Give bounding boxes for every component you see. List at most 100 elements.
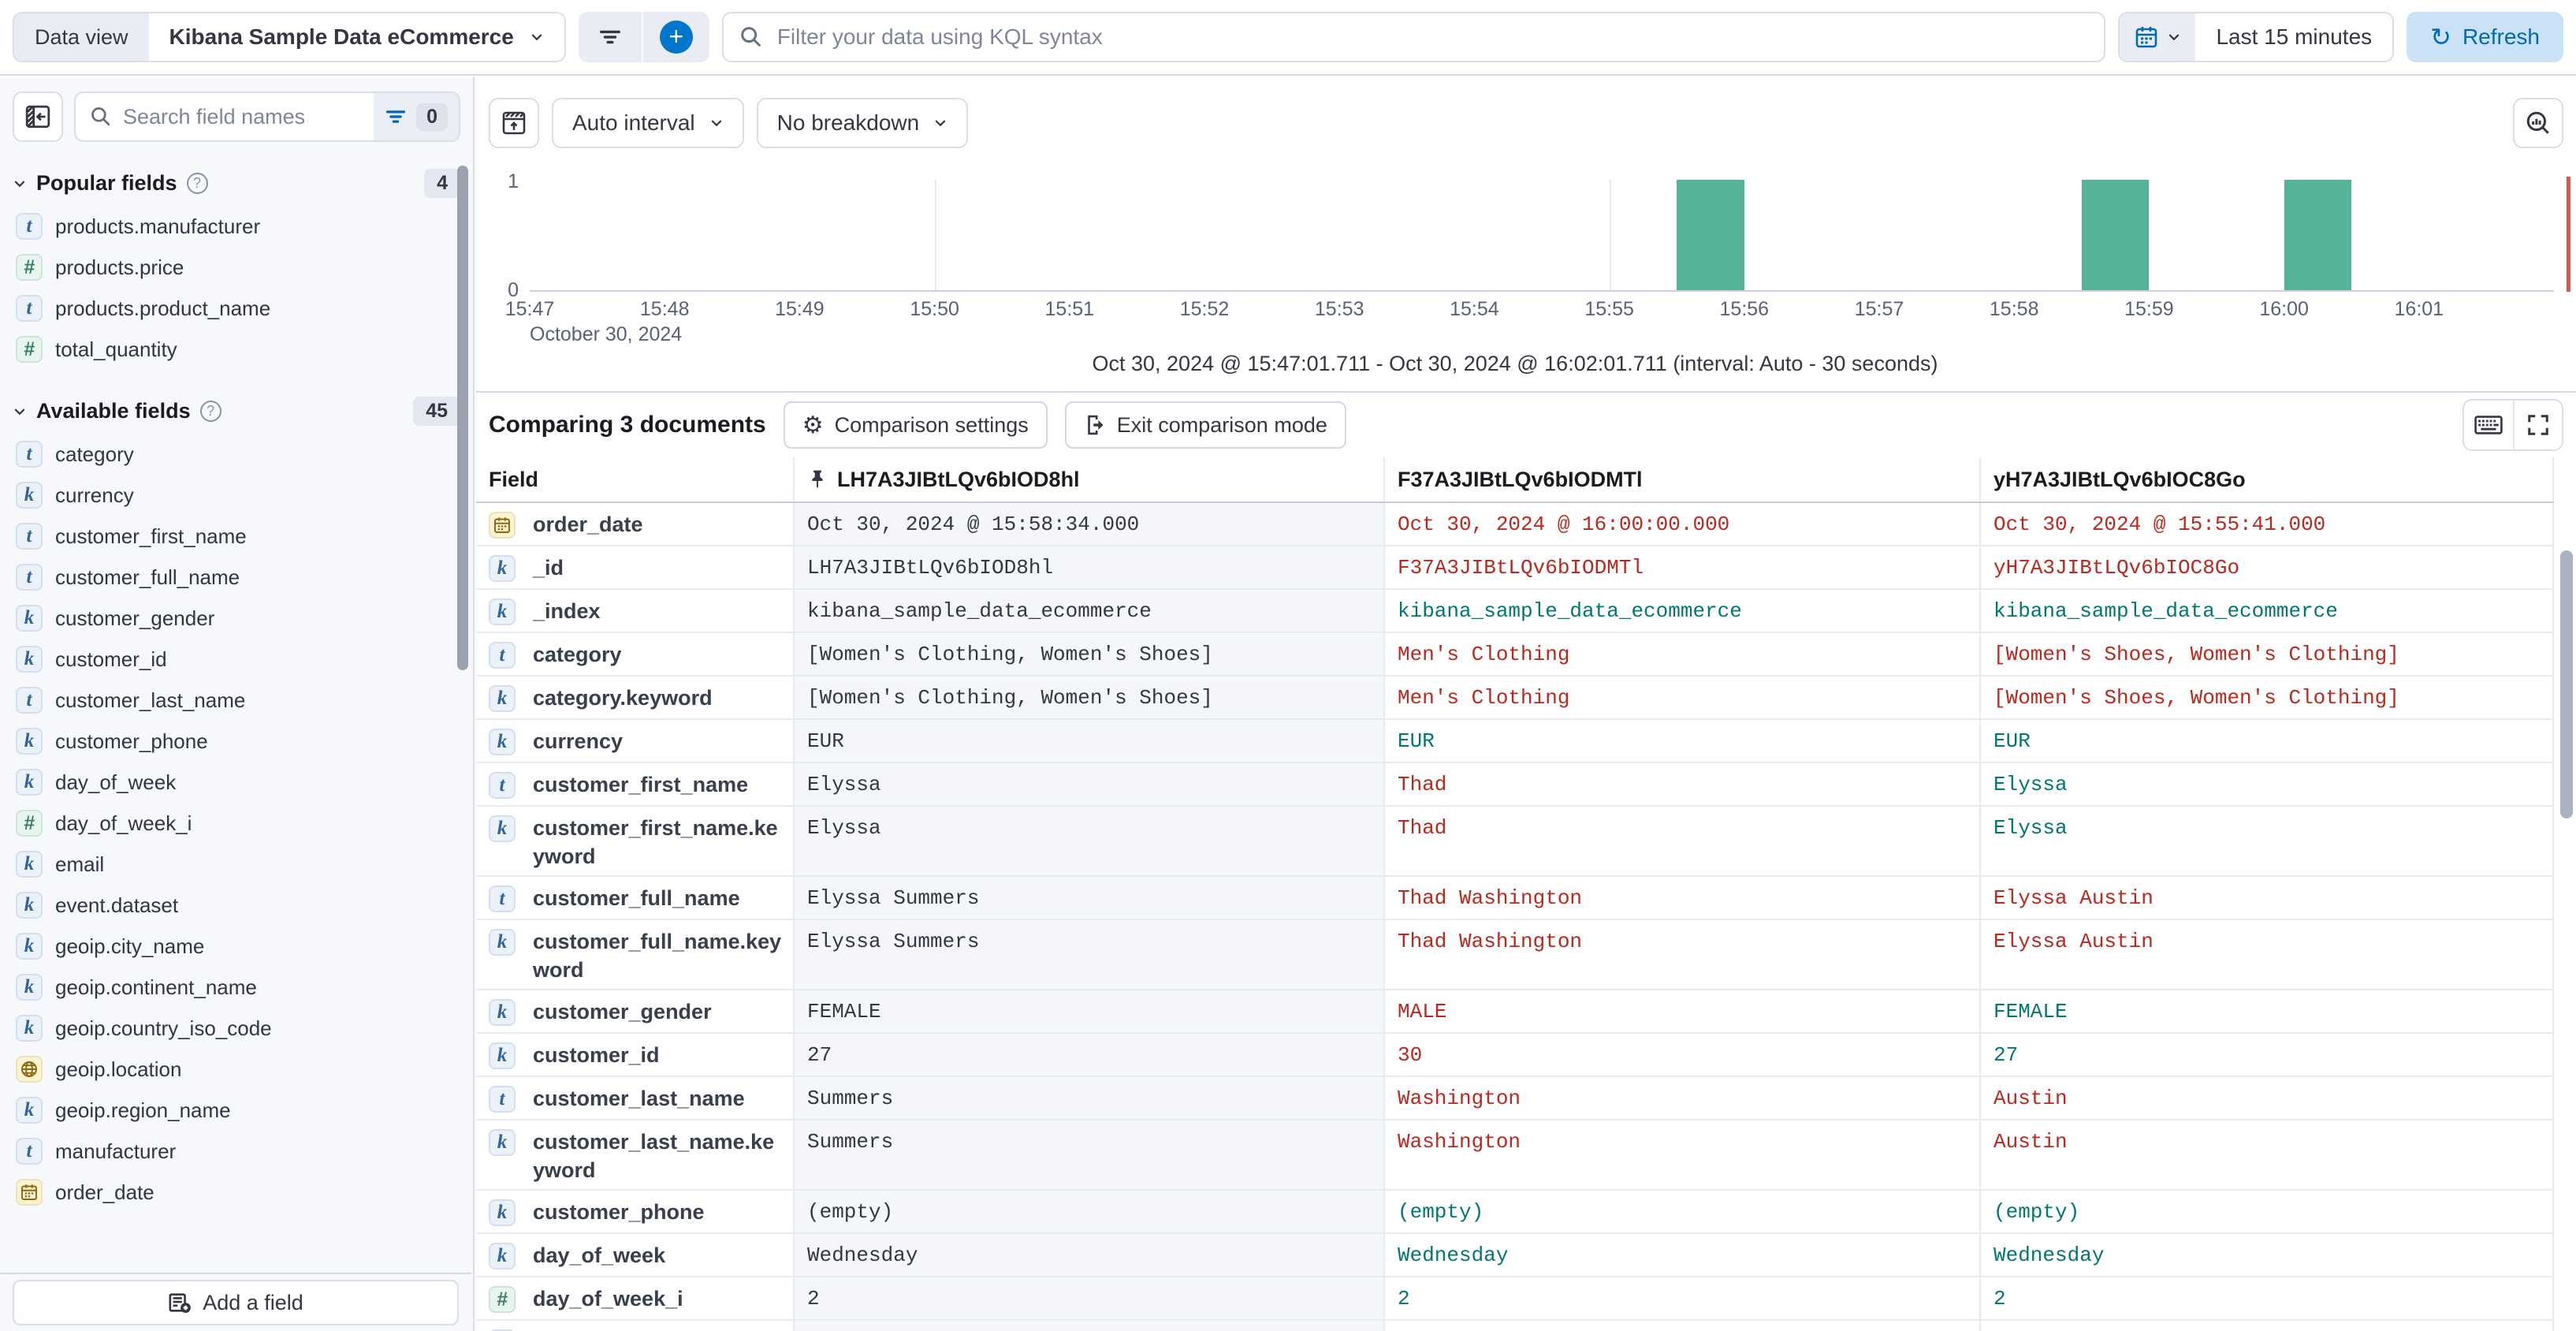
pinned-doc-value[interactable]: kibana_sample_data_ecommerce bbox=[793, 590, 1383, 632]
doc-3-value[interactable]: elyssa@austin-family.zzz bbox=[1979, 1321, 2554, 1331]
field-list-item[interactable]: k customer_gender bbox=[9, 598, 467, 639]
doc-2-value[interactable]: Oct 30, 2024 @ 16:00:00.000 bbox=[1383, 503, 1979, 545]
doc-3-value[interactable]: 27 bbox=[1979, 1034, 2554, 1076]
pinned-doc-value[interactable]: Elyssa Summers bbox=[793, 877, 1383, 919]
refresh-button[interactable]: ↻ Refresh bbox=[2407, 12, 2563, 62]
pinned-doc-value[interactable]: Summers bbox=[793, 1120, 1383, 1189]
field-list-item[interactable]: k geoip.region_name bbox=[9, 1090, 467, 1131]
data-view-picker[interactable]: Kibana Sample Data eCommerce bbox=[148, 13, 564, 61]
field-cell[interactable]: k customer_gender bbox=[476, 990, 793, 1032]
field-list-item[interactable]: t products.product_name bbox=[9, 288, 467, 329]
field-list-item[interactable]: k currency bbox=[9, 475, 467, 516]
doc-3-value[interactable]: FEMALE bbox=[1979, 990, 2554, 1032]
comparison-settings-button[interactable]: ⚙ Comparison settings bbox=[783, 401, 1048, 449]
field-cell[interactable]: k day_of_week bbox=[476, 1234, 793, 1276]
doc-3-value[interactable]: Elyssa Austin bbox=[1979, 920, 2554, 989]
field-cell[interactable]: t customer_first_name bbox=[476, 763, 793, 805]
pinned-doc-value[interactable]: Oct 30, 2024 @ 15:58:34.000 bbox=[793, 503, 1383, 545]
pinned-doc-value[interactable]: EUR bbox=[793, 720, 1383, 762]
doc-3-value[interactable]: Elyssa Austin bbox=[1979, 877, 2554, 919]
histogram-bar[interactable] bbox=[2284, 180, 2352, 290]
field-cell[interactable]: k customer_last_name.keyword bbox=[476, 1120, 793, 1189]
field-list-item[interactable]: k customer_id bbox=[9, 639, 467, 680]
field-cell[interactable]: t category bbox=[476, 633, 793, 675]
edit-visualization-button[interactable] bbox=[2513, 98, 2563, 148]
field-list-item[interactable]: k event.dataset bbox=[9, 885, 467, 926]
doc-2-value[interactable]: Thad Washington bbox=[1383, 920, 1979, 989]
doc-2-value[interactable]: Thad bbox=[1383, 763, 1979, 805]
pinned-doc-value[interactable]: Elyssa bbox=[793, 807, 1383, 875]
doc-2-value[interactable]: Washington bbox=[1383, 1077, 1979, 1119]
field-list-item[interactable]: t customer_first_name bbox=[9, 516, 467, 557]
histogram-bar[interactable] bbox=[2081, 180, 2150, 290]
doc-3-value[interactable]: Elyssa bbox=[1979, 807, 2554, 875]
pinned-doc-value[interactable]: FEMALE bbox=[793, 990, 1383, 1032]
pinned-doc-value[interactable]: 2 bbox=[793, 1277, 1383, 1319]
sidebar-scrollbar[interactable] bbox=[457, 166, 468, 670]
pinned-doc-value[interactable]: Wednesday bbox=[793, 1234, 1383, 1276]
fullscreen-button[interactable] bbox=[2513, 401, 2562, 449]
add-field-button[interactable]: Add a field bbox=[13, 1280, 459, 1325]
field-list-item[interactable]: k customer_phone bbox=[9, 721, 467, 762]
histogram-bar[interactable] bbox=[1677, 180, 1744, 290]
field-list-item[interactable]: t customer_last_name bbox=[9, 680, 467, 721]
available-fields-header[interactable]: Available fields ? 45 bbox=[13, 397, 460, 426]
doc-2-value[interactable]: Thad Washington bbox=[1383, 877, 1979, 919]
documents-histogram[interactable] bbox=[530, 177, 2570, 292]
pinned-doc-value[interactable]: Elyssa bbox=[793, 763, 1383, 805]
field-cell[interactable]: k category.keyword bbox=[476, 677, 793, 718]
doc-3-value[interactable]: (empty) bbox=[1979, 1191, 2554, 1232]
column-header-pinned-doc[interactable]: LH7A3JIBtLQv6bIOD8hl bbox=[793, 457, 1383, 501]
field-list-item[interactable]: k day_of_week bbox=[9, 762, 467, 803]
field-cell[interactable]: # day_of_week_i bbox=[476, 1277, 793, 1319]
keyboard-shortcuts-button[interactable] bbox=[2464, 401, 2513, 449]
doc-2-value[interactable]: MALE bbox=[1383, 990, 1979, 1032]
field-list-item[interactable]: k email bbox=[9, 844, 467, 885]
doc-3-value[interactable]: kibana_sample_data_ecommerce bbox=[1979, 590, 2554, 632]
pinned-doc-value[interactable]: (empty) bbox=[793, 1191, 1383, 1232]
doc-3-value[interactable]: Elyssa bbox=[1979, 763, 2554, 805]
pinned-doc-value[interactable]: [Women's Clothing, Women's Shoes] bbox=[793, 633, 1383, 675]
field-list-item[interactable]: t category bbox=[9, 434, 467, 475]
popular-fields-header[interactable]: Popular fields ? 4 bbox=[13, 169, 460, 198]
field-list-item[interactable]: t manufacturer bbox=[9, 1131, 467, 1172]
pinned-doc-value[interactable]: Summers bbox=[793, 1077, 1383, 1119]
kql-search-bar[interactable]: Filter your data using KQL syntax bbox=[721, 12, 2106, 62]
pinned-doc-value[interactable]: [Women's Clothing, Women's Shoes] bbox=[793, 677, 1383, 718]
field-search-input[interactable]: Search field names 0 bbox=[74, 91, 460, 142]
field-list-item[interactable]: t customer_full_name bbox=[9, 557, 467, 598]
field-list-item[interactable]: k geoip.continent_name bbox=[9, 967, 467, 1008]
field-cell[interactable]: order_date bbox=[476, 503, 793, 545]
hide-chart-button[interactable] bbox=[489, 98, 539, 148]
doc-3-value[interactable]: EUR bbox=[1979, 720, 2554, 762]
doc-3-value[interactable]: Oct 30, 2024 @ 15:55:41.000 bbox=[1979, 503, 2554, 545]
pinned-doc-value[interactable]: LH7A3JIBtLQv6bIOD8hl bbox=[793, 546, 1383, 588]
doc-3-value[interactable]: [Women's Shoes, Women's Clothing] bbox=[1979, 677, 2554, 718]
interval-dropdown[interactable]: Auto interval bbox=[552, 98, 744, 148]
field-cell[interactable]: k currency bbox=[476, 720, 793, 762]
doc-2-value[interactable]: thad@washington-family.zzz bbox=[1383, 1321, 1979, 1331]
doc-3-value[interactable]: yH7A3JIBtLQv6bIOC8Go bbox=[1979, 546, 2554, 588]
date-quick-menu-button[interactable] bbox=[2120, 13, 2196, 61]
field-cell[interactable]: k customer_first_name.keyword bbox=[476, 807, 793, 875]
doc-3-value[interactable]: Wednesday bbox=[1979, 1234, 2554, 1276]
filter-menu-button[interactable] bbox=[579, 12, 643, 62]
column-header-doc-2[interactable]: F37A3JIBtLQv6bIODMTl bbox=[1383, 457, 1979, 501]
doc-2-value[interactable]: Men's Clothing bbox=[1383, 677, 1979, 718]
pinned-doc-value[interactable]: 27 bbox=[793, 1034, 1383, 1076]
field-list-item[interactable]: # total_quantity bbox=[9, 329, 467, 370]
doc-3-value[interactable]: [Women's Shoes, Women's Clothing] bbox=[1979, 633, 2554, 675]
doc-3-value[interactable]: Austin bbox=[1979, 1120, 2554, 1189]
field-list-item[interactable]: order_date bbox=[9, 1172, 467, 1213]
doc-2-value[interactable]: F37A3JIBtLQv6bIODMTl bbox=[1383, 546, 1979, 588]
doc-2-value[interactable]: Thad bbox=[1383, 807, 1979, 875]
doc-2-value[interactable]: Men's Clothing bbox=[1383, 633, 1979, 675]
field-cell[interactable]: k _id bbox=[476, 546, 793, 588]
time-range-value[interactable]: Last 15 minutes bbox=[2195, 13, 2393, 61]
doc-3-value[interactable]: Austin bbox=[1979, 1077, 2554, 1119]
pinned-doc-value[interactable]: Elyssa Summers bbox=[793, 920, 1383, 989]
breakdown-dropdown[interactable]: No breakdown bbox=[756, 98, 969, 148]
doc-2-value[interactable]: (empty) bbox=[1383, 1191, 1979, 1232]
table-scrollbar[interactable] bbox=[2560, 550, 2573, 818]
column-header-field[interactable]: Field bbox=[489, 467, 539, 491]
